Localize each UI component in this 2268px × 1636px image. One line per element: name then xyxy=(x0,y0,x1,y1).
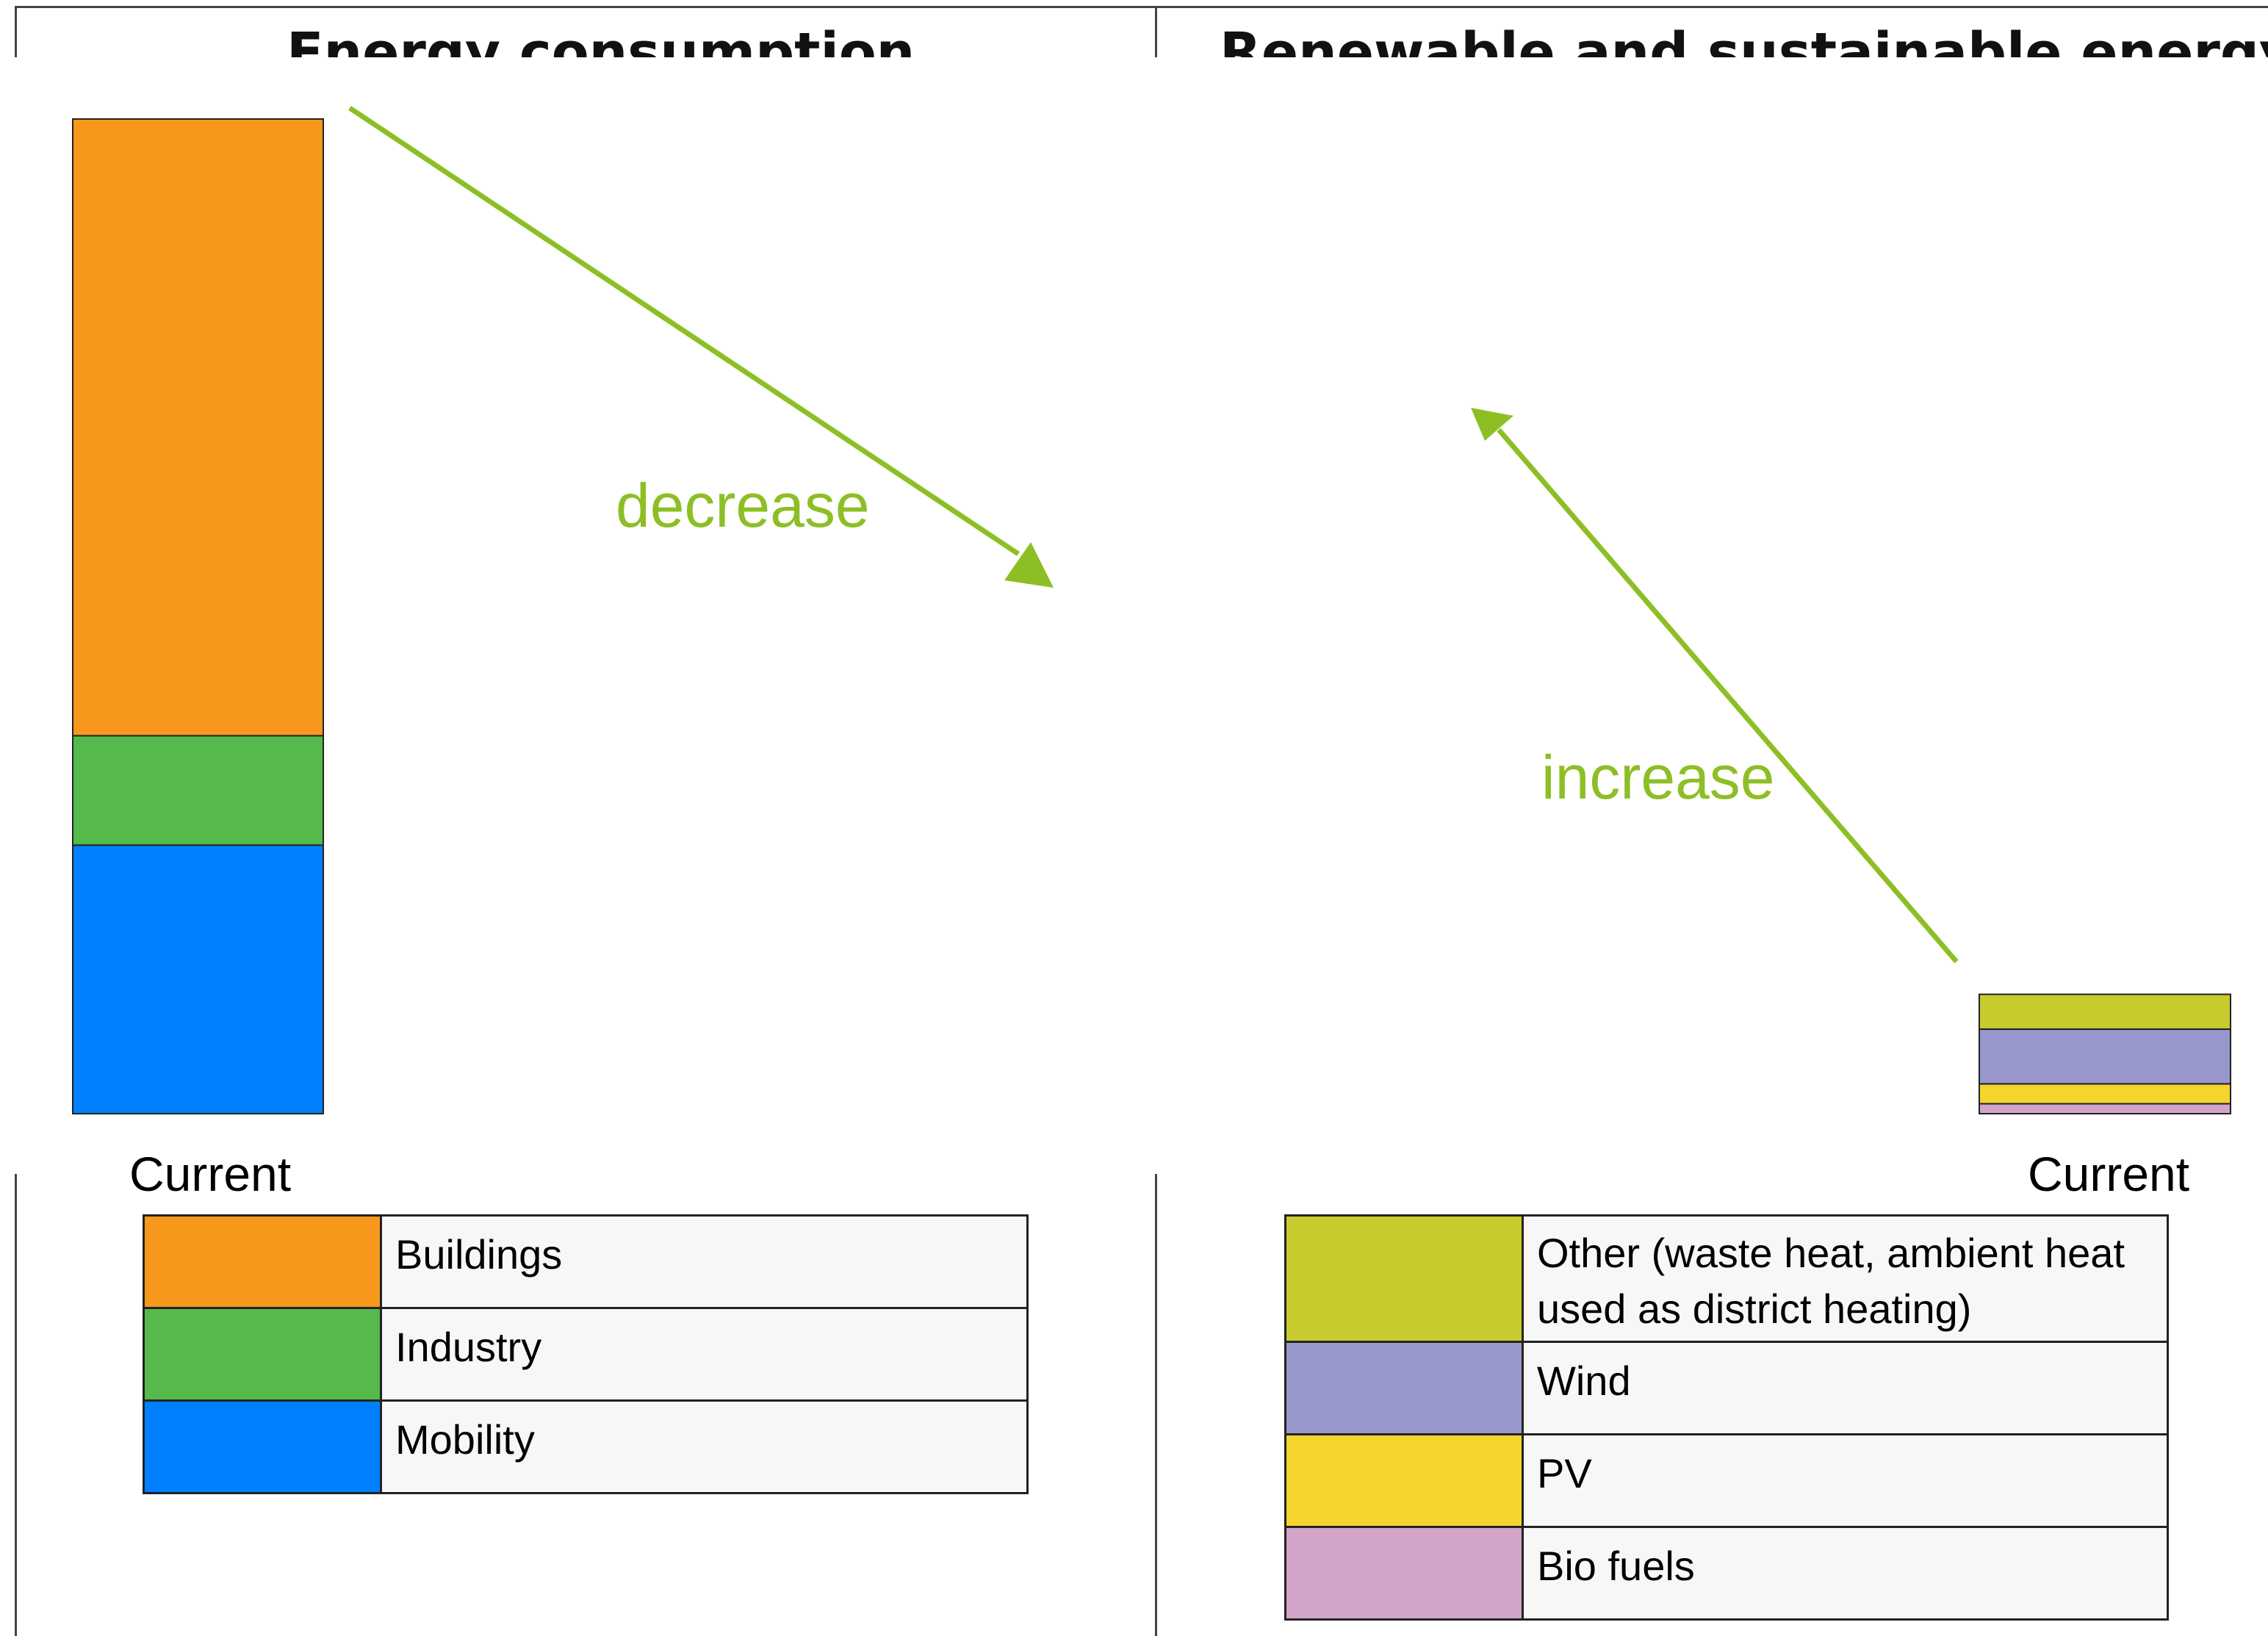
right-legend: Other (waste heat, ambient heat used as … xyxy=(1284,1214,2169,1621)
legend-label: Bio fuels xyxy=(1522,1526,2169,1621)
left-legend: Buildings Industry Mobility xyxy=(143,1214,1029,1494)
increase-arrowhead xyxy=(1471,408,1513,441)
left-panel-title: Energy consumption xyxy=(287,21,915,57)
decrease-arrowhead xyxy=(1004,542,1054,588)
legend-row-wind: Wind xyxy=(1284,1341,2169,1435)
decrease-arrow xyxy=(348,106,1020,556)
legend-row-other: Other (waste heat, ambient heat used as … xyxy=(1284,1214,2169,1343)
increase-arrow xyxy=(1497,428,1959,964)
left-bar-label: Current xyxy=(129,1147,292,1201)
frame-top-border xyxy=(15,6,2268,8)
right-pv-segment xyxy=(1979,1083,2231,1105)
legend-row-industry: Industry xyxy=(143,1307,1029,1402)
right-wind-segment xyxy=(1979,1028,2231,1085)
left-buildings-segment xyxy=(72,118,324,737)
mobility-swatch xyxy=(143,1399,382,1494)
legend-row-biofuels: Bio fuels xyxy=(1284,1526,2169,1621)
increase-label: increase xyxy=(1541,743,1775,812)
buildings-swatch xyxy=(143,1214,382,1309)
legend-row-buildings: Buildings xyxy=(143,1214,1029,1309)
biofuels-swatch xyxy=(1284,1526,1524,1621)
legend-label: Other (waste heat, ambient heat used as … xyxy=(1522,1214,2169,1343)
legend-label: Wind xyxy=(1522,1341,2169,1435)
legend-label: Industry xyxy=(380,1307,1029,1402)
legend-row-pv: PV xyxy=(1284,1433,2169,1528)
pv-swatch xyxy=(1284,1433,1524,1528)
right-bar-label: Current xyxy=(2028,1147,2190,1201)
legend-row-mobility: Mobility xyxy=(143,1399,1029,1494)
left-industry-segment xyxy=(72,735,324,846)
right-panel-title: Renewable and sustainable energy xyxy=(1220,21,2268,57)
left-stacked-bar xyxy=(72,118,324,1115)
industry-swatch xyxy=(143,1307,382,1402)
legend-label: Buildings xyxy=(380,1214,1029,1309)
legend-label: Mobility xyxy=(380,1399,1029,1494)
wind-swatch xyxy=(1284,1341,1524,1435)
right-bio-fuels-segment xyxy=(1979,1103,2231,1114)
left-mobility-segment xyxy=(72,844,324,1115)
other-swatch xyxy=(1284,1214,1524,1343)
diagram-background xyxy=(0,57,2268,1174)
decrease-label: decrease xyxy=(616,471,870,540)
legend-label: PV xyxy=(1522,1433,2169,1528)
right-other-segment xyxy=(1979,993,2231,1030)
right-stacked-bar xyxy=(1979,993,2231,1114)
